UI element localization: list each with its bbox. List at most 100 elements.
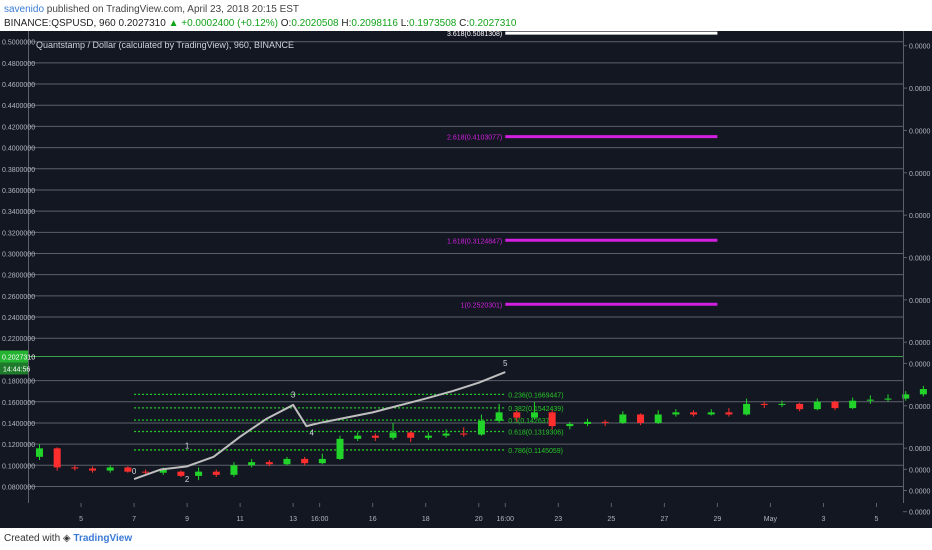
trendline-path <box>133 371 506 481</box>
grid <box>28 41 903 487</box>
candle-body <box>248 462 256 466</box>
wave-trendline[interactable] <box>133 371 506 481</box>
candle-body <box>672 412 680 415</box>
right-axis-border <box>903 31 904 503</box>
low-value: 0.1973508 <box>409 18 457 29</box>
price-tick-label: 0.5000000 <box>2 40 35 47</box>
countdown-label: 14:44:56 <box>3 367 30 374</box>
time-tick-label: 18 <box>422 516 430 523</box>
candle-body <box>849 400 857 409</box>
wave-label: 5 <box>503 359 508 368</box>
fib-retracement-label: 0.236(0.1669447) <box>508 392 563 399</box>
candle-body <box>71 467 79 469</box>
candle-body <box>513 412 521 418</box>
right-tick-label: 0.0000 <box>909 340 931 347</box>
price-axis[interactable]: 0.5000000 0.4800000 0.4600000 0.4400000 0.42… <box>2 40 35 492</box>
candle-body <box>389 432 397 438</box>
tradingview-link[interactable]: TradingView <box>73 533 133 544</box>
right-tick-label: 0.0000 <box>909 404 931 411</box>
close-label: C: <box>459 18 470 29</box>
time-tick-label: 9 <box>185 516 189 523</box>
published-text: published on TradingView.com, April 23, … <box>44 4 300 15</box>
candle-body <box>318 458 326 464</box>
time-tick-label: 23 <box>554 516 562 523</box>
price-tick-label: 0.1400000 <box>2 421 35 428</box>
time-axis[interactable]: 5 7 9 11 13 16:00 16 18 20 16:00 23 25 27 29 May 3 5 <box>79 503 879 523</box>
price-tick-label: 0.3200000 <box>2 230 35 237</box>
fib-extension-label: 1(0.2520301) <box>461 302 503 309</box>
candle-body <box>760 403 768 405</box>
candle-body <box>725 412 733 415</box>
price-tick-label: 0.3000000 <box>2 251 35 258</box>
time-tick-label: 16 <box>369 516 377 523</box>
candle-body <box>407 432 415 438</box>
candle-body <box>301 458 309 464</box>
right-axis[interactable]: 0.0000 0.0000 0.0000 0.0000 0.0000 0.0000 0.00… <box>903 44 931 528</box>
time-tick-label: May <box>764 516 778 523</box>
price-tick-label: 0.4000000 <box>2 146 35 153</box>
change-value: ▲ +0.0002400 (+0.12%) <box>168 18 278 29</box>
author-link[interactable]: savenido <box>4 4 45 15</box>
right-tick-label: 0.0000 <box>909 446 931 453</box>
wave-label: 0 <box>132 467 137 476</box>
candle-body <box>619 414 627 423</box>
candle-body <box>230 465 238 475</box>
candle-body <box>89 468 97 471</box>
fib-retracement-label: 0.5(0.1426373) <box>508 418 555 425</box>
countdown-box <box>0 362 28 375</box>
candle-body <box>442 433 450 436</box>
wave-labels: 0 1 2 3 4 5 <box>132 359 508 484</box>
wave-label: 4 <box>309 429 314 438</box>
right-tick-label: 0.0000 <box>909 361 931 368</box>
right-tick-label: 0.0000 <box>909 44 931 51</box>
candle-body <box>460 433 468 435</box>
candle-body <box>354 435 362 439</box>
fib-extension[interactable]: 3.618(0.5081308) 2.618(0.4103077) 1.618(0.… <box>447 31 718 309</box>
candle-body <box>707 412 715 415</box>
price-chart[interactable]: 0.236(0.1669447) 0.382(0.1542439) 0.5(0.14… <box>0 31 932 528</box>
time-tick-label: 5 <box>79 516 83 523</box>
candle-body <box>796 403 804 410</box>
symbol-info: BINANCE:QSPUSD, 960 0.2027310 ▲ +0.00024… <box>4 18 516 29</box>
candle-body <box>548 412 556 427</box>
time-tick-label: 16:00 <box>311 516 329 523</box>
chart-background <box>0 31 932 528</box>
fib-retracement-label: 0.786(0.1145059) <box>508 448 563 455</box>
price-tick-label: 0.2600000 <box>2 294 35 301</box>
time-tick-label: 20 <box>475 516 483 523</box>
candle-body <box>336 438 344 459</box>
candle-body <box>477 420 485 435</box>
candle-body <box>212 471 220 475</box>
price-tag: 0.2027310 14:44:56 <box>0 350 35 375</box>
price-tick-label: 0.1800000 <box>2 379 35 386</box>
high-value: 0.2098116 <box>351 18 398 29</box>
candle-body <box>142 471 150 473</box>
candle-body <box>106 467 114 471</box>
fib-extension-label: 2.618(0.4103077) <box>447 135 502 142</box>
low-label: L: <box>400 18 410 29</box>
right-tick-label: 0.0000 <box>909 510 931 517</box>
fib-retracement[interactable]: 0.236(0.1669447) 0.382(0.1542439) 0.5(0.14… <box>134 392 564 455</box>
time-tick-label: 7 <box>132 516 136 523</box>
price-tick-label: 0.3600000 <box>2 188 35 195</box>
time-tick-label: 3 <box>822 516 826 523</box>
right-tick-label: 0.0000 <box>909 489 931 496</box>
right-tick-label: 0.0000 <box>909 171 931 178</box>
candle-body <box>654 414 662 423</box>
open-label: O: <box>280 18 292 29</box>
price-tick-label: 0.2800000 <box>2 273 35 280</box>
wave-label: 2 <box>185 475 190 484</box>
candle-body <box>866 399 874 401</box>
fib-extension-label: 3.618(0.5081308) <box>447 31 502 38</box>
price-tick-label: 0.4600000 <box>2 82 35 89</box>
price-tick-label: 0.4800000 <box>2 61 35 68</box>
candle-body <box>159 469 167 473</box>
price-tick-label: 0.3800000 <box>2 167 35 174</box>
time-tick-label: 25 <box>607 516 615 523</box>
candle-body <box>637 414 645 423</box>
candle-body <box>601 421 609 423</box>
price-tag-label: 0.2027310 <box>2 355 35 362</box>
candle-body <box>743 403 751 415</box>
candle-body <box>283 458 291 465</box>
open-value: 0.2020508 <box>291 18 339 29</box>
